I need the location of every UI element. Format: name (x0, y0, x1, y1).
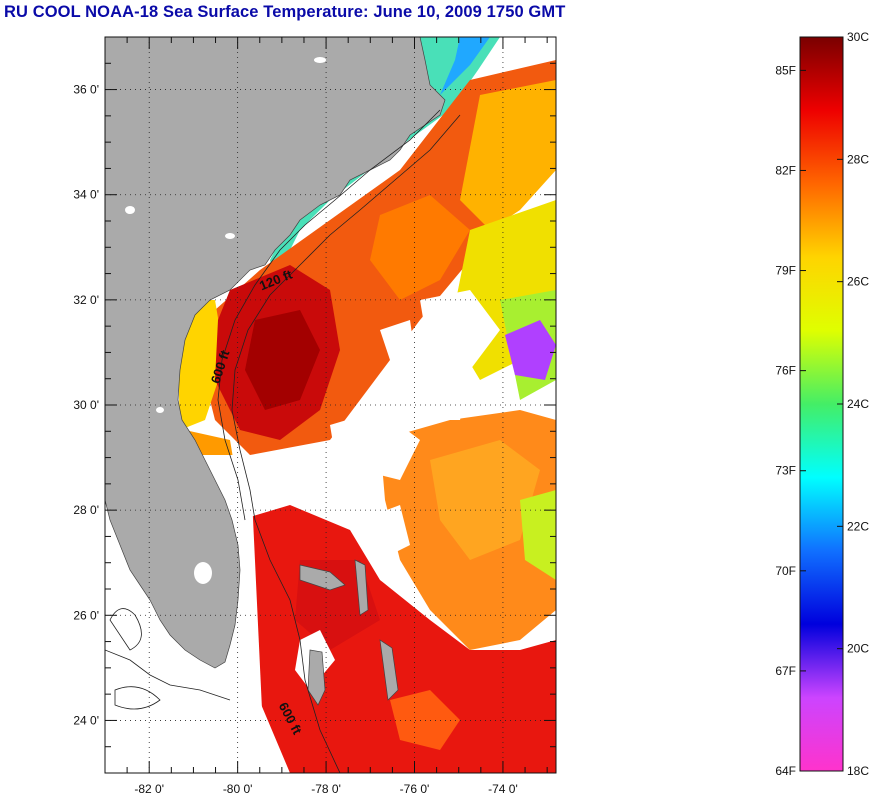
lon-tick-label: -76 0' (400, 782, 430, 796)
colorbar-celsius-label: 24C (847, 397, 869, 411)
colorbar-fahrenheit-label: 85F (775, 63, 796, 77)
graticule (105, 37, 556, 773)
lat-tick-label: 34 0' (73, 188, 99, 202)
colorbar-celsius-label: 22C (847, 519, 869, 533)
lon-tick-label: -74 0' (488, 782, 518, 796)
lat-tick-label: 24 0' (73, 713, 99, 727)
colorbar-fahrenheit-label: 82F (775, 163, 796, 177)
lon-tick-label: -82 0' (134, 782, 164, 796)
map-frame (104, 36, 557, 774)
lat-tick-label: 32 0' (73, 293, 99, 307)
lon-tick-label: -80 0' (223, 782, 253, 796)
colorbar-celsius-label: 26C (847, 275, 869, 289)
colorbar-celsius-labels: 30C 28C 26C 24C 22C 20C 18C (847, 30, 869, 778)
depth-contours (105, 109, 461, 773)
axis-ticks (105, 37, 556, 773)
colorbar (799, 36, 844, 772)
lat-tick-label: 26 0' (73, 608, 99, 622)
latitude-labels: 36 0' 34 0' 32 0' 30 0' 28 0' 26 0' 24 0' (73, 83, 99, 728)
lat-tick-label: 36 0' (73, 83, 99, 97)
colorbar-fahrenheit-label: 73F (775, 464, 796, 478)
map-title: RU COOL NOAA-18 Sea Surface Temperature:… (4, 3, 566, 21)
colorbar-fahrenheit-labels: 85F 82F 79F 76F 73F 70F 67F 64F (775, 63, 796, 778)
colorbar-celsius-label: 30C (847, 30, 869, 44)
colorbar-fahrenheit-label: 70F (775, 564, 796, 578)
lat-tick-label: 30 0' (73, 398, 99, 412)
colorbar-ticks (800, 36, 843, 772)
colorbar-fahrenheit-label: 79F (775, 264, 796, 278)
colorbar-celsius-label: 28C (847, 152, 869, 166)
colorbar-celsius-label: 18C (847, 764, 869, 778)
colorbar-celsius-label: 20C (847, 642, 869, 656)
colorbar-fahrenheit-label: 67F (775, 664, 796, 678)
longitude-labels: -82 0' -80 0' -78 0' -76 0' -74 0' (134, 782, 517, 796)
lon-tick-label: -78 0' (311, 782, 341, 796)
colorbar-fahrenheit-label: 64F (775, 764, 796, 778)
colorbar-fahrenheit-label: 76F (775, 364, 796, 378)
lat-tick-label: 28 0' (73, 503, 99, 517)
